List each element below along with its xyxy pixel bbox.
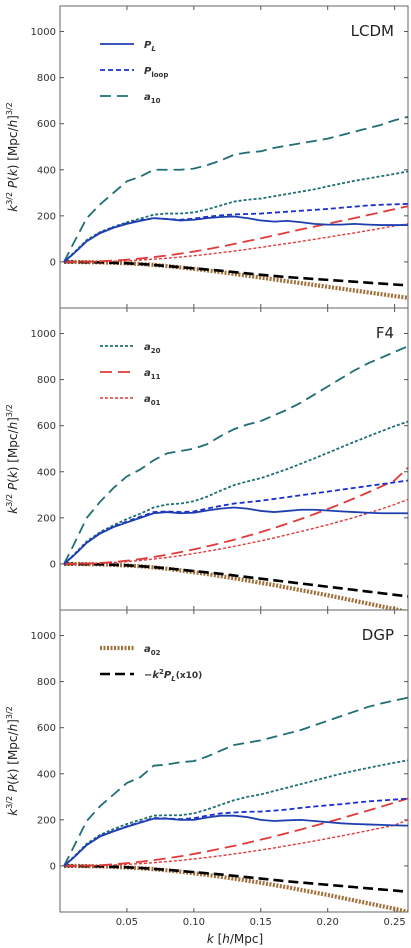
legend-item-p-l: PL bbox=[100, 40, 156, 53]
y-tick-label: 600 bbox=[37, 421, 56, 432]
x-axis-title: k [h/Mpc] bbox=[207, 932, 263, 946]
legend-label: a10 bbox=[144, 92, 161, 105]
series-line-a-01 bbox=[64, 819, 408, 867]
y-tick-label: 800 bbox=[37, 73, 56, 84]
series-lines bbox=[63, 115, 408, 300]
panel-label: LCDM bbox=[351, 22, 394, 40]
panel-f4: 0 200 400 600 800 1000 k3/2 P(k) [Mpc/h]3/2 F4 a… bbox=[5, 307, 409, 611]
y-tick-label: 1000 bbox=[31, 27, 56, 38]
legend-item-k-2-p-l-x10: −k2PL(x10) bbox=[100, 668, 202, 683]
series-lines bbox=[63, 345, 408, 610]
x-tick-label: 0.05 bbox=[116, 917, 138, 928]
y-tick-label: 600 bbox=[37, 723, 56, 734]
x-tick-label: 0.10 bbox=[183, 917, 205, 928]
series-lines bbox=[63, 696, 408, 912]
series-line-a-10 bbox=[63, 345, 408, 565]
legend-item-a-01: a01 bbox=[100, 394, 161, 407]
legend-label: a11 bbox=[144, 368, 161, 381]
panel-label: F4 bbox=[376, 324, 394, 342]
y-tick-label: 0 bbox=[50, 559, 56, 570]
legend-item-p-loop: Ploop bbox=[100, 66, 168, 79]
series-line-a-11 bbox=[64, 205, 408, 263]
series-line-a-01 bbox=[64, 498, 408, 565]
y-tick-label: 200 bbox=[37, 211, 56, 222]
series-line-a-20 bbox=[63, 420, 408, 565]
legend-label: a20 bbox=[144, 342, 161, 355]
y-tick-label: 800 bbox=[37, 677, 56, 688]
series-line-p-loop bbox=[63, 202, 408, 263]
y-tick-label: 800 bbox=[37, 375, 56, 386]
legend-item-a-02: a02 bbox=[100, 644, 161, 657]
y-axis-title: k3/2 P(k) [Mpc/h]3/2 bbox=[5, 102, 20, 212]
series-line-a-11 bbox=[64, 466, 408, 565]
series-line-a-02 bbox=[64, 561, 408, 610]
legend-item-a-10: a10 bbox=[100, 92, 161, 105]
series-line-a-01 bbox=[64, 222, 408, 263]
series-line-k-2-p-l-x10 bbox=[64, 864, 408, 894]
y-tick-label: 400 bbox=[37, 165, 56, 176]
y-axis-title: k3/2 P(k) [Mpc/h]3/2 bbox=[5, 706, 20, 816]
legend-item-a-11: a11 bbox=[100, 368, 161, 381]
series-line-a-10 bbox=[63, 696, 408, 867]
y-axis-title: k3/2 P(k) [Mpc/h]3/2 bbox=[5, 404, 20, 514]
series-line-a-20 bbox=[63, 759, 408, 867]
series-line-a-02 bbox=[64, 259, 408, 300]
panel-dgp: 0 200 400 600 800 1000 0.05 0.10 0.15 0.20 0.25 k3/… bbox=[5, 609, 409, 928]
panel-label: DGP bbox=[362, 626, 394, 644]
y-tick-label: 0 bbox=[50, 861, 56, 872]
legend-label: −k2PL(x10) bbox=[144, 668, 202, 683]
series-line-k-2-p-l-x10 bbox=[64, 260, 408, 287]
y-tick-label: 1000 bbox=[31, 329, 56, 340]
x-tick-label: 0.20 bbox=[317, 917, 339, 928]
legend-item-a-20: a20 bbox=[100, 342, 161, 355]
legend-label: a01 bbox=[144, 394, 161, 407]
series-line-a-10 bbox=[63, 115, 408, 263]
x-tick-label: 0.25 bbox=[383, 917, 405, 928]
series-line-a-11 bbox=[64, 797, 408, 867]
y-tick-label: 0 bbox=[50, 257, 56, 268]
series-line-p-l bbox=[63, 814, 408, 867]
y-tick-label: 200 bbox=[37, 513, 56, 524]
legend-label: PL bbox=[144, 40, 156, 53]
series-line-p-loop bbox=[63, 797, 408, 867]
y-tick-label: 400 bbox=[37, 769, 56, 780]
legend-label: a02 bbox=[144, 644, 161, 657]
series-line-k-2-p-l-x10 bbox=[64, 562, 408, 598]
series-line-p-l bbox=[63, 506, 408, 565]
series-line-p-l bbox=[63, 215, 408, 263]
legend-label: Ploop bbox=[144, 66, 168, 79]
x-tick-label: 0.15 bbox=[250, 917, 272, 928]
y-tick-label: 400 bbox=[37, 467, 56, 478]
y-tick-label: 200 bbox=[37, 815, 56, 826]
series-line-a-02 bbox=[64, 863, 408, 912]
panel-lcdm: 0 200 400 600 800 1000 k3/2 P(k) [Mpc/h]3/2 LCD… bbox=[5, 5, 409, 309]
series-line-p-loop bbox=[63, 479, 408, 565]
y-tick-label: 1000 bbox=[31, 631, 56, 642]
y-tick-label: 600 bbox=[37, 119, 56, 130]
